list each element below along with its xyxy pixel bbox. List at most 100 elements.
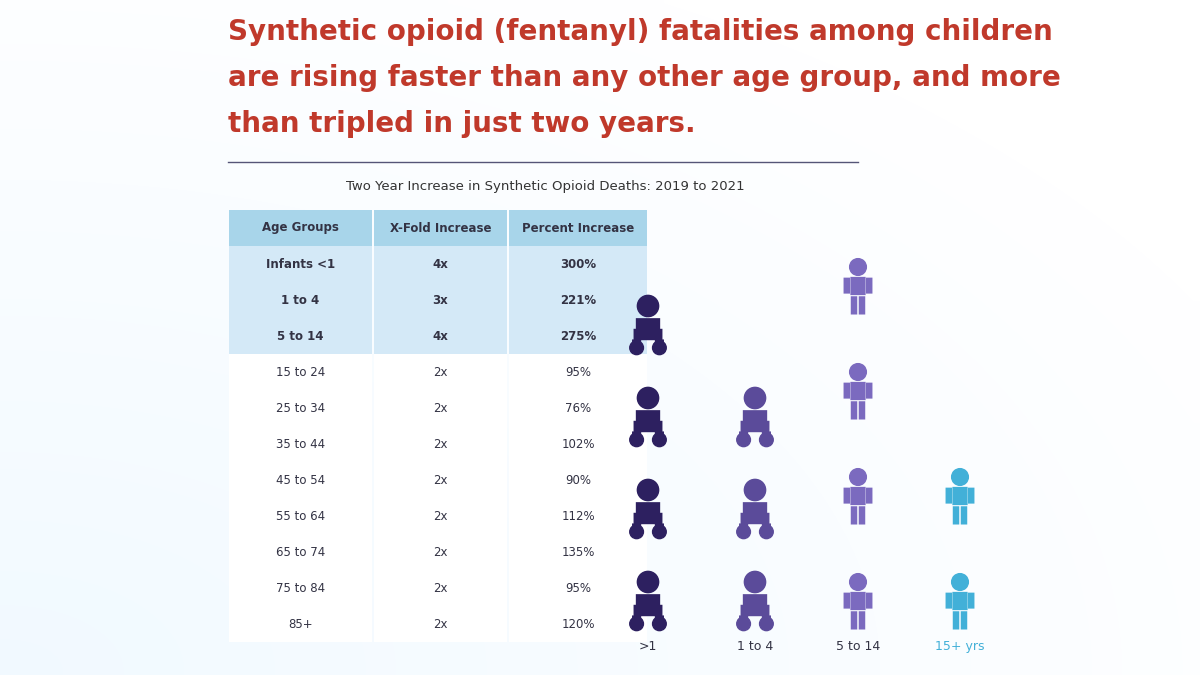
FancyBboxPatch shape: [655, 431, 664, 442]
FancyBboxPatch shape: [851, 506, 857, 524]
Text: 112%: 112%: [562, 510, 595, 522]
FancyBboxPatch shape: [844, 277, 850, 294]
Bar: [229, 354, 372, 390]
FancyBboxPatch shape: [953, 612, 959, 630]
FancyBboxPatch shape: [859, 401, 865, 419]
Circle shape: [630, 525, 643, 539]
FancyBboxPatch shape: [634, 605, 662, 616]
Bar: [509, 498, 647, 534]
Bar: [509, 606, 647, 642]
FancyBboxPatch shape: [859, 296, 865, 315]
Circle shape: [637, 296, 659, 317]
Circle shape: [850, 259, 866, 275]
Bar: [374, 354, 508, 390]
FancyBboxPatch shape: [632, 616, 641, 626]
Text: 95%: 95%: [565, 581, 592, 595]
Text: 221%: 221%: [560, 294, 596, 306]
Circle shape: [737, 525, 750, 539]
FancyBboxPatch shape: [953, 506, 959, 524]
Circle shape: [630, 433, 643, 447]
FancyBboxPatch shape: [762, 616, 770, 626]
Bar: [374, 498, 508, 534]
Bar: [509, 390, 647, 426]
Bar: [509, 246, 647, 282]
FancyBboxPatch shape: [636, 594, 660, 614]
Circle shape: [737, 617, 750, 630]
Text: 45 to 54: 45 to 54: [276, 473, 325, 487]
FancyBboxPatch shape: [740, 513, 769, 524]
Circle shape: [637, 479, 659, 501]
Circle shape: [850, 574, 866, 591]
FancyBboxPatch shape: [866, 383, 872, 399]
Bar: [374, 282, 508, 318]
Circle shape: [760, 525, 773, 539]
Bar: [509, 318, 647, 354]
Bar: [374, 246, 508, 282]
Bar: [229, 534, 372, 570]
Text: 2x: 2x: [433, 618, 448, 630]
Text: 75 to 84: 75 to 84: [276, 581, 325, 595]
Text: are rising faster than any other age group, and more: are rising faster than any other age gro…: [228, 64, 1061, 92]
Bar: [229, 570, 372, 606]
FancyBboxPatch shape: [851, 487, 865, 505]
Text: 95%: 95%: [565, 365, 592, 379]
FancyBboxPatch shape: [762, 431, 770, 442]
FancyBboxPatch shape: [859, 506, 865, 524]
Bar: [509, 282, 647, 318]
Text: 120%: 120%: [562, 618, 595, 630]
Text: >1: >1: [638, 640, 658, 653]
Bar: [374, 318, 508, 354]
FancyBboxPatch shape: [968, 487, 974, 504]
FancyBboxPatch shape: [866, 277, 872, 294]
FancyBboxPatch shape: [655, 616, 664, 626]
Circle shape: [630, 617, 643, 630]
Bar: [374, 210, 508, 246]
Circle shape: [744, 571, 766, 593]
Text: 102%: 102%: [562, 437, 595, 450]
FancyBboxPatch shape: [844, 593, 850, 609]
Text: 1 to 4: 1 to 4: [281, 294, 319, 306]
FancyBboxPatch shape: [739, 616, 748, 626]
Bar: [229, 390, 372, 426]
FancyBboxPatch shape: [739, 523, 748, 534]
Circle shape: [952, 468, 968, 485]
FancyBboxPatch shape: [636, 502, 660, 522]
FancyBboxPatch shape: [851, 296, 857, 315]
Bar: [509, 534, 647, 570]
Text: 300%: 300%: [560, 257, 596, 271]
Text: 2x: 2x: [433, 510, 448, 522]
Text: 2x: 2x: [433, 365, 448, 379]
Circle shape: [760, 617, 773, 630]
Circle shape: [637, 571, 659, 593]
Text: 76%: 76%: [565, 402, 592, 414]
Text: 2x: 2x: [433, 402, 448, 414]
Circle shape: [653, 617, 666, 630]
Text: 4x: 4x: [432, 329, 449, 342]
FancyBboxPatch shape: [655, 523, 664, 534]
Text: 135%: 135%: [562, 545, 595, 558]
FancyBboxPatch shape: [859, 612, 865, 630]
Text: Synthetic opioid (fentanyl) fatalities among children: Synthetic opioid (fentanyl) fatalities a…: [228, 18, 1052, 46]
FancyBboxPatch shape: [740, 605, 769, 616]
Text: 5 to 14: 5 to 14: [836, 640, 880, 653]
Bar: [509, 354, 647, 390]
Circle shape: [744, 387, 766, 408]
FancyBboxPatch shape: [739, 431, 748, 442]
FancyBboxPatch shape: [844, 487, 850, 504]
Text: 90%: 90%: [565, 473, 592, 487]
FancyBboxPatch shape: [851, 382, 865, 400]
Circle shape: [653, 341, 666, 354]
FancyBboxPatch shape: [866, 487, 872, 504]
Bar: [229, 462, 372, 498]
Circle shape: [744, 479, 766, 501]
Bar: [374, 534, 508, 570]
Text: 15+ yrs: 15+ yrs: [935, 640, 985, 653]
Bar: [374, 390, 508, 426]
Bar: [374, 426, 508, 462]
Bar: [229, 210, 372, 246]
Text: 65 to 74: 65 to 74: [276, 545, 325, 558]
Text: 2x: 2x: [433, 437, 448, 450]
Bar: [229, 606, 372, 642]
Bar: [509, 570, 647, 606]
Text: 35 to 44: 35 to 44: [276, 437, 325, 450]
